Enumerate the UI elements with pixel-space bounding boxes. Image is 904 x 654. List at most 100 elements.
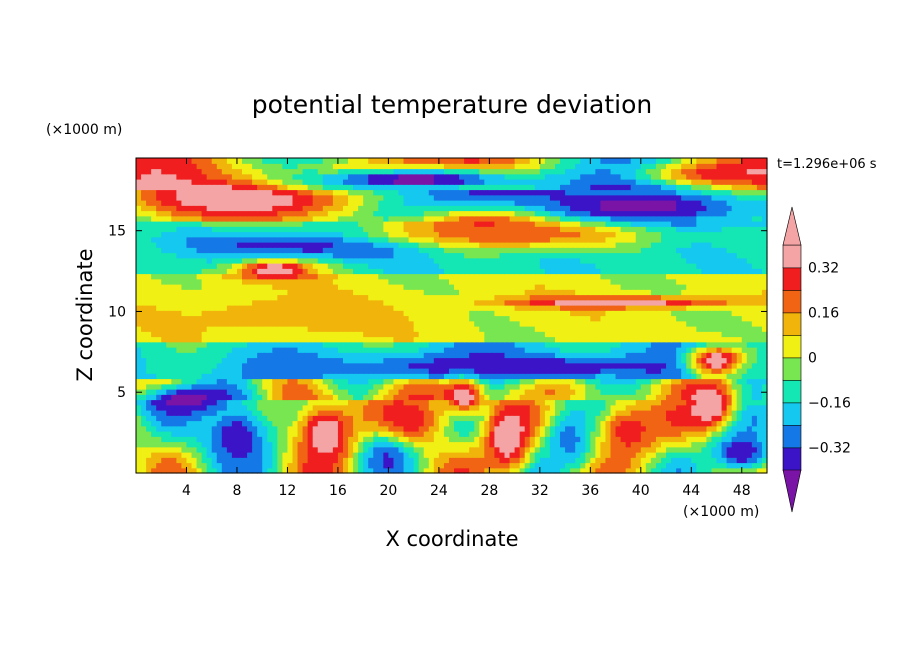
field-cell [635, 347, 642, 353]
field-cell [186, 289, 193, 296]
field-cell [297, 410, 304, 416]
field-cell [181, 326, 188, 332]
field-cell [277, 441, 283, 448]
field-cell [181, 320, 188, 327]
field-cell [524, 299, 531, 306]
field-cell [388, 263, 395, 269]
field-cell [418, 425, 425, 432]
field-cell [181, 305, 188, 311]
field-cell [595, 436, 602, 443]
field-cell [454, 457, 460, 464]
field-cell [221, 336, 228, 343]
field-cell [247, 399, 253, 406]
field-cell [721, 268, 728, 275]
field-cell [191, 368, 198, 374]
field-cell [332, 431, 339, 437]
field-cell [448, 357, 455, 364]
field-cell [443, 341, 450, 348]
field-cell [671, 462, 677, 469]
field-cell [504, 410, 511, 416]
field-cell [327, 378, 334, 385]
field-cell [549, 378, 556, 385]
field-cell [383, 299, 389, 306]
field-cell [756, 436, 763, 443]
field-cell [655, 299, 662, 306]
field-cell [676, 315, 682, 322]
field-cell [287, 268, 294, 275]
field-cell [479, 441, 485, 448]
field-cell [666, 373, 672, 380]
field-cell [216, 299, 223, 306]
field-cell [146, 263, 152, 269]
field-cell [156, 320, 162, 327]
field-cell [186, 462, 193, 469]
field-cell [751, 336, 758, 343]
field-cell [216, 362, 223, 369]
field-cell [585, 373, 591, 380]
field-cell [186, 268, 193, 275]
field-cell [353, 336, 359, 343]
field-cell [469, 331, 475, 338]
field-cell [186, 352, 193, 359]
field-cell [368, 305, 374, 311]
field-cell [428, 415, 435, 422]
field-cell [277, 420, 283, 427]
field-cell [267, 326, 273, 332]
field-cell [216, 347, 223, 353]
field-cell [570, 446, 576, 453]
field-cell [554, 410, 561, 416]
field-cell [312, 352, 319, 359]
field-cell [479, 289, 485, 296]
field-cell [438, 457, 445, 464]
field-cell [731, 320, 738, 327]
field-cell [645, 326, 652, 332]
field-cell [428, 336, 435, 343]
field-cell [332, 268, 339, 275]
field-cell [701, 452, 708, 458]
field-cell [226, 425, 233, 432]
field-cell [252, 368, 258, 374]
field-cell [373, 410, 379, 416]
field-cell [383, 399, 389, 406]
field-cell [696, 347, 702, 353]
field-cell [650, 268, 657, 275]
field-cell [746, 341, 753, 348]
field-cell [676, 263, 682, 269]
field-cell [348, 341, 354, 348]
field-cell [655, 431, 662, 437]
field-cell [524, 441, 531, 448]
field-cell [297, 431, 304, 437]
field-cell [146, 378, 152, 385]
field-cell [448, 441, 455, 448]
field-cell [358, 263, 364, 269]
field-cell [353, 420, 359, 427]
field-cell [605, 389, 612, 395]
field-cell [242, 299, 248, 306]
field-cell [221, 341, 228, 348]
field-cell [327, 315, 334, 322]
field-cell [156, 452, 162, 458]
field-cell [236, 425, 243, 432]
field-cell [549, 425, 556, 432]
field-cell [413, 378, 420, 385]
field-cell [277, 452, 283, 458]
field-cell [141, 357, 147, 364]
field-cell [201, 452, 208, 458]
field-cell [524, 467, 531, 474]
field-cell [726, 383, 733, 390]
field-cell [706, 441, 713, 448]
field-cell [307, 320, 314, 327]
field-cell [272, 320, 278, 327]
field-cell [292, 446, 299, 453]
field-cell [191, 441, 198, 448]
field-cell [554, 341, 561, 348]
field-cell [459, 294, 465, 301]
field-cell [307, 420, 314, 427]
field-cell [302, 273, 309, 280]
field-cell [650, 452, 657, 458]
field-cell [181, 383, 188, 390]
field-cell [696, 452, 702, 458]
field-cell [408, 441, 415, 448]
field-cell [756, 357, 763, 364]
field-cell [595, 305, 602, 311]
